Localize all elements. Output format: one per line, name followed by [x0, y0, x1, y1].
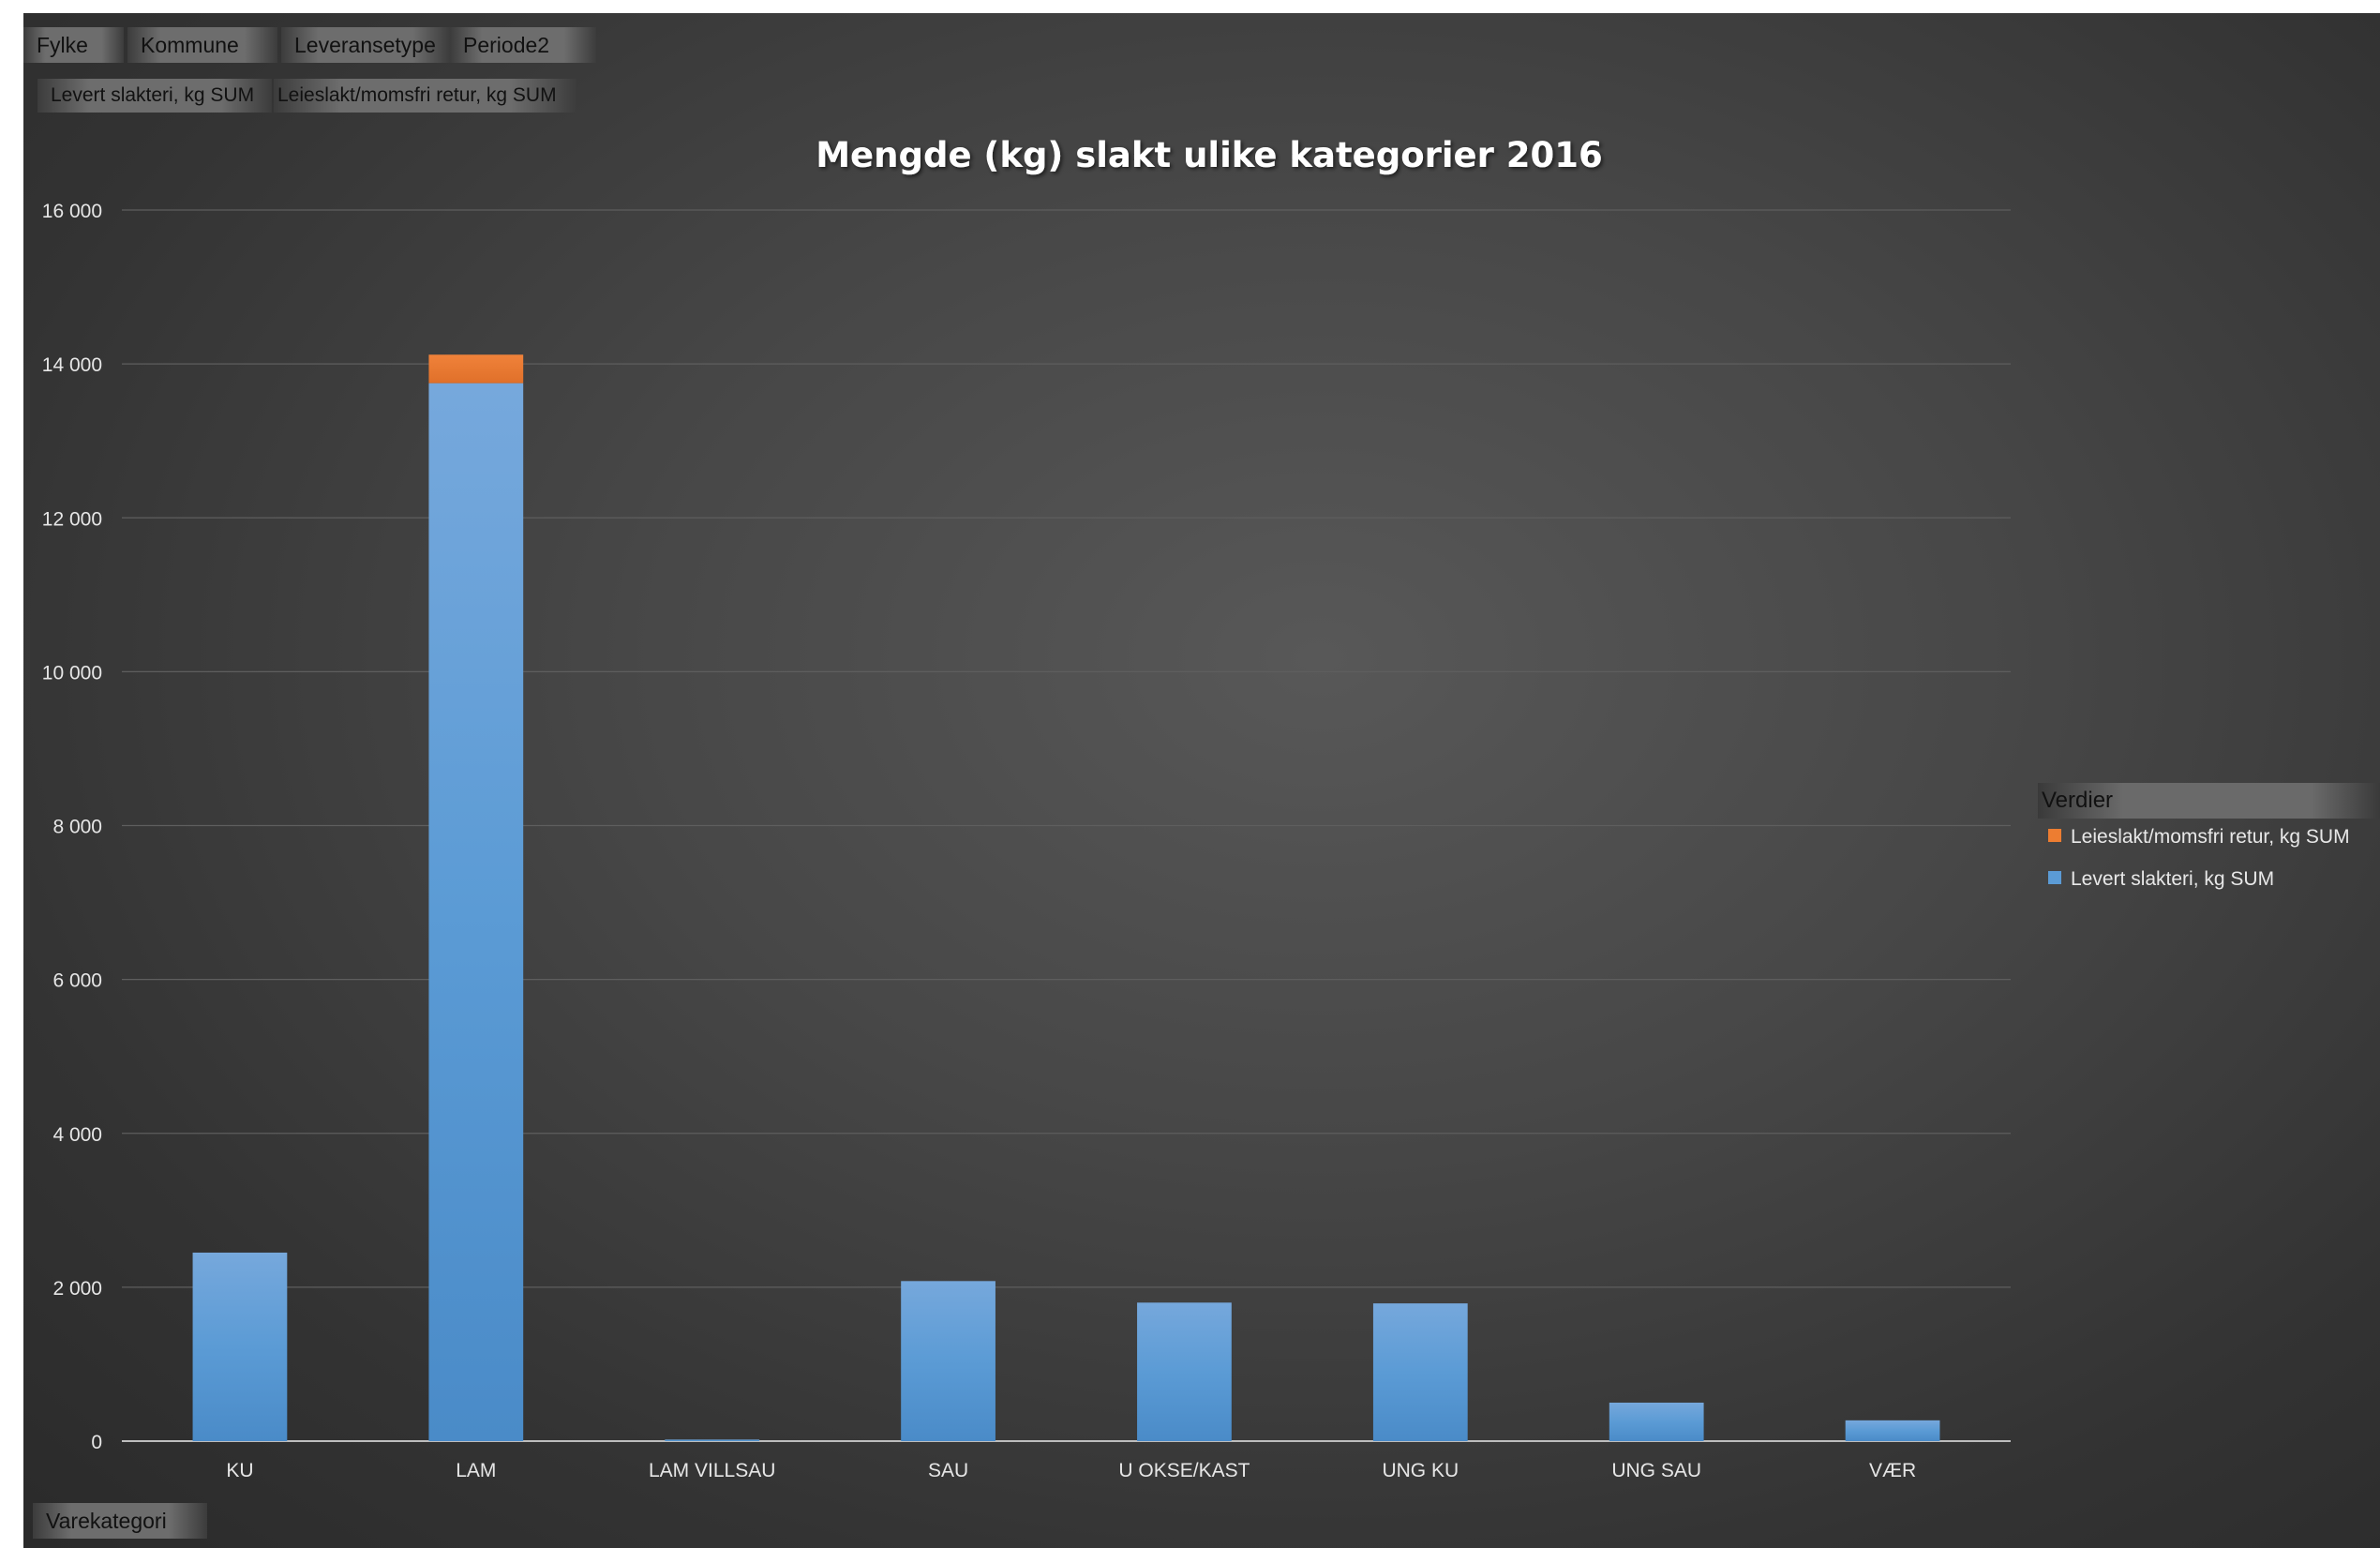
y-tick-label: 12 000: [42, 508, 102, 530]
y-tick-label: 4 000: [52, 1124, 102, 1146]
value-field-levert-button[interactable]: Levert slakteri, kg SUM: [37, 79, 272, 113]
y-tick-label: 8 000: [52, 817, 102, 838]
legend-label-leieslakt: Leieslakt/momsfri retur, kg SUM: [2071, 826, 2350, 848]
legend-label-levert: Levert slakteri, kg SUM: [2071, 868, 2275, 890]
legend-title-button[interactable]: Verdier: [2038, 783, 2380, 819]
bar-levert-u-okse-kast[interactable]: [1137, 1302, 1232, 1441]
x-tick-label: SAU: [928, 1460, 968, 1481]
legend-item-leieslakt: Leieslakt/momsfri retur, kg SUM: [2048, 823, 2350, 851]
axis-field-varekategori-button[interactable]: Varekategori: [33, 1503, 207, 1539]
filter-kommune-button[interactable]: Kommune: [127, 27, 277, 63]
chart-title: Mengde (kg) slakt ulike kategorier 2016: [816, 135, 1603, 175]
bar-levert-ku[interactable]: [192, 1252, 288, 1441]
filter-periode2-button[interactable]: Periode2: [450, 27, 596, 63]
x-tick-label: LAM VILLSAU: [649, 1460, 775, 1481]
bar-leieslakt-lam[interactable]: [428, 354, 524, 383]
x-tick-label: KU: [226, 1460, 253, 1481]
y-tick-label: 16 000: [42, 201, 102, 222]
y-tick-label: 14 000: [42, 354, 102, 376]
bar-levert-lam-villsau[interactable]: [665, 1439, 760, 1441]
x-tick-label: LAM: [456, 1460, 496, 1481]
bar-levert-lam[interactable]: [428, 383, 524, 1441]
bar-levert-vær[interactable]: [1845, 1420, 1940, 1441]
value-field-leieslakt-button[interactable]: Leieslakt/momsfri retur, kg SUM: [274, 79, 576, 113]
x-tick-label: UNG KU: [1382, 1460, 1459, 1481]
chart-area: [23, 13, 2380, 1548]
bar-levert-ung-sau[interactable]: [1609, 1402, 1704, 1441]
bar-levert-ung-ku[interactable]: [1372, 1303, 1468, 1441]
legend-swatch-leieslakt: [2048, 829, 2061, 843]
filter-leveransetype-button[interactable]: Leveransetype: [281, 27, 450, 63]
x-tick-label: VÆR: [1869, 1460, 1916, 1481]
x-tick-label: U OKSE/KAST: [1118, 1460, 1250, 1481]
y-tick-label: 0: [91, 1432, 102, 1453]
legend-item-levert: Levert slakteri, kg SUM: [2048, 865, 2274, 894]
y-tick-label: 2 000: [52, 1278, 102, 1300]
y-tick-label: 10 000: [42, 662, 102, 684]
y-tick-label: 6 000: [52, 970, 102, 992]
x-tick-label: UNG SAU: [1611, 1460, 1701, 1481]
legend-swatch-levert: [2048, 871, 2061, 885]
bar-levert-sau[interactable]: [901, 1281, 995, 1441]
filter-fylke-button[interactable]: Fylke: [23, 27, 124, 63]
